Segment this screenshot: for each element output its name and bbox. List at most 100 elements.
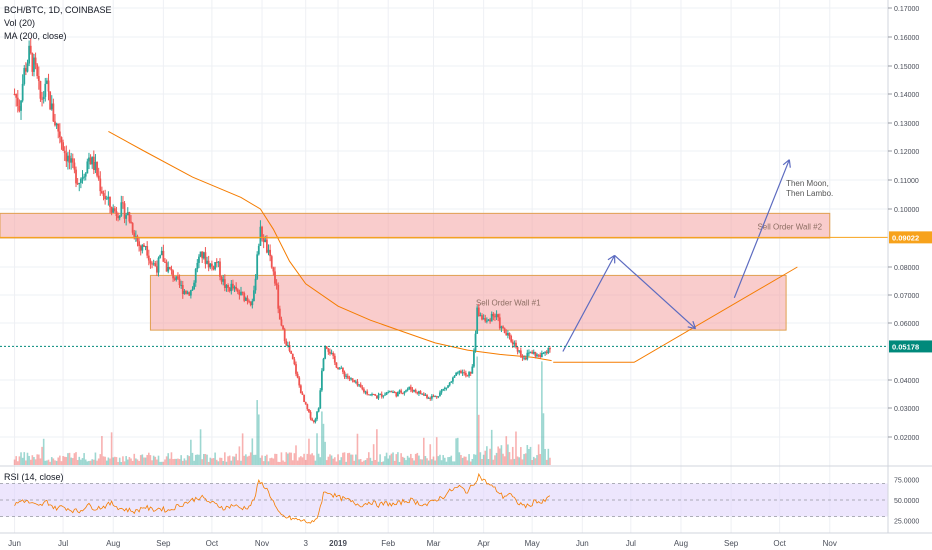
candle-body xyxy=(118,215,121,219)
volume-bar xyxy=(447,457,449,465)
volume-bar xyxy=(539,454,542,465)
volume-bar xyxy=(63,456,66,465)
volume-bar xyxy=(146,454,148,465)
candle-body xyxy=(544,351,546,353)
candle-body xyxy=(400,390,403,393)
candle-body xyxy=(88,157,90,162)
candle-body xyxy=(450,381,453,383)
candle-body xyxy=(254,278,257,291)
volume-bar xyxy=(379,454,381,465)
time-tick-label: Jun xyxy=(8,539,21,548)
candle-body xyxy=(442,389,445,391)
volume-bar xyxy=(424,456,427,465)
time-tick-label: May xyxy=(525,539,540,548)
volume-bar xyxy=(217,461,220,465)
volume-legend[interactable]: Vol (20) xyxy=(4,18,36,28)
volume-bar xyxy=(148,452,150,465)
symbol-legend[interactable]: BCH/BTC, 1D, COINBASE xyxy=(4,5,112,15)
volume-bar xyxy=(54,460,56,465)
volume-bar xyxy=(408,457,411,465)
volume-bar xyxy=(181,460,184,465)
volume-bar xyxy=(374,459,377,465)
candle-body xyxy=(91,156,94,165)
candle-body xyxy=(490,313,493,322)
volume-bar xyxy=(18,456,21,465)
candle-body xyxy=(327,348,330,352)
candle-body xyxy=(31,53,34,72)
volume-bar xyxy=(104,456,106,465)
volume-bar xyxy=(290,452,292,465)
volume-bar xyxy=(88,460,90,465)
volume-bar xyxy=(279,461,281,465)
volume-bar xyxy=(296,460,299,465)
volume-bar xyxy=(227,456,229,465)
candle-body xyxy=(259,226,262,246)
projection-arrow xyxy=(614,254,696,330)
volume-bar xyxy=(367,452,370,465)
candle-body xyxy=(270,256,273,268)
volume-bar xyxy=(135,458,137,465)
volume-bar xyxy=(159,461,161,465)
rsi-legend[interactable]: RSI (14, close) xyxy=(4,472,64,482)
price-tick-label: 0.02000 xyxy=(894,435,919,442)
ma-200-line xyxy=(108,130,552,362)
candle-body xyxy=(18,106,21,111)
volume-bar xyxy=(518,457,521,465)
candle-body xyxy=(397,391,399,397)
candle-body xyxy=(41,98,43,100)
volume-bar xyxy=(431,459,433,465)
volume-bar xyxy=(473,454,475,465)
volume-bar xyxy=(300,456,302,465)
volume-bar xyxy=(359,458,362,465)
candle-body xyxy=(448,382,451,386)
sell-order-zones: Sell Order Wall #2 Sell Order Wall #1 xyxy=(0,212,831,331)
volume-bar xyxy=(335,461,338,465)
candle-body xyxy=(238,291,241,295)
candle-body xyxy=(130,221,132,224)
volume-bar xyxy=(455,438,457,465)
volume-bar xyxy=(308,438,310,465)
candle-body xyxy=(515,342,517,348)
candle-body xyxy=(502,326,504,329)
volume-bar xyxy=(172,459,174,465)
candle-body xyxy=(329,351,331,354)
annotation-text: Then Moon, xyxy=(786,179,829,188)
volume-bar xyxy=(39,458,42,465)
volume-bar xyxy=(334,457,336,465)
candle-body xyxy=(358,384,360,386)
volume-bar xyxy=(274,453,276,465)
volume-bar xyxy=(421,459,423,465)
candle-body xyxy=(325,346,328,349)
volume-bar xyxy=(316,433,318,465)
volume-bar xyxy=(228,455,231,465)
candle-body xyxy=(367,394,370,396)
price-tick-label: 0.13000 xyxy=(894,121,919,128)
arrow-head xyxy=(607,254,615,261)
time-tick-label: Nov xyxy=(255,539,269,548)
candle-body xyxy=(162,250,165,262)
candle-body xyxy=(337,367,339,370)
volume-bar xyxy=(131,460,134,465)
candle-body xyxy=(516,347,519,352)
candle-body xyxy=(469,372,472,374)
volume-bar xyxy=(225,461,228,465)
candle-body xyxy=(196,262,199,270)
candle-body xyxy=(117,215,119,219)
candle-body xyxy=(545,351,548,354)
candle-body xyxy=(183,290,186,295)
volume-bar xyxy=(123,461,126,465)
volume-bar xyxy=(427,460,430,465)
candle-body xyxy=(20,100,22,111)
candle-body xyxy=(384,394,386,396)
candle-body xyxy=(194,269,197,283)
candle-body xyxy=(209,263,212,268)
volume-bar xyxy=(151,460,153,465)
volume-bar xyxy=(382,461,385,465)
candle-body xyxy=(147,255,150,261)
volume-bar xyxy=(198,454,200,465)
ma-legend[interactable]: MA (200, close) xyxy=(4,31,67,41)
candle-body xyxy=(54,121,56,126)
candle-body xyxy=(375,395,378,399)
candle-body xyxy=(422,393,425,396)
volume-bar xyxy=(16,461,19,465)
